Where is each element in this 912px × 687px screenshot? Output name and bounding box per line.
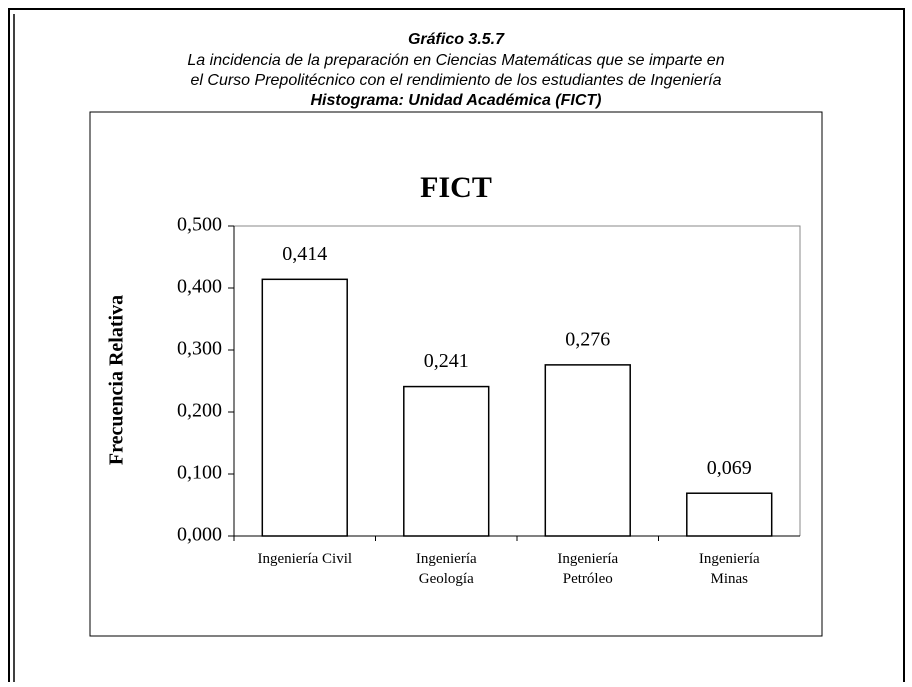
chart-frame [89,111,823,637]
chart-title: FICT [420,171,492,204]
bar [403,385,490,537]
x-tick-label: Ingeniería Petróleo [557,551,618,587]
bar [261,278,348,537]
x-tick-label: Ingeniería Civil [257,551,352,567]
y-tick-label: 0,200 [177,400,222,422]
header-subtitle: Histograma: Unidad Académica (FICT) [310,92,601,109]
y-axis-label: Frecuencia Relativa [106,295,128,465]
value-label: 0,414 [282,243,327,265]
plot-border [234,225,801,536]
x-tick-label: Ingeniería Minas [699,551,760,587]
y-tick-label: 0,000 [177,524,222,546]
x-tick-label: Ingeniería Geología [416,551,477,587]
y-tick-label: 0,300 [177,338,222,360]
bar [686,492,773,537]
outer-frame [8,8,905,687]
bar [544,364,631,537]
header-line: La incidencia de la preparación en Cienc… [187,52,724,69]
header-title: Gráfico 3.5.7 [408,31,505,48]
y-tick-label: 0,500 [177,214,222,236]
value-label: 0,241 [424,350,469,372]
header-line: el Curso Prepolitécnico con el rendimien… [191,72,722,89]
y-tick-label: 0,100 [177,462,222,484]
value-label: 0,276 [565,328,610,350]
y-tick-label: 0,400 [177,276,222,298]
value-label: 0,069 [707,457,752,479]
